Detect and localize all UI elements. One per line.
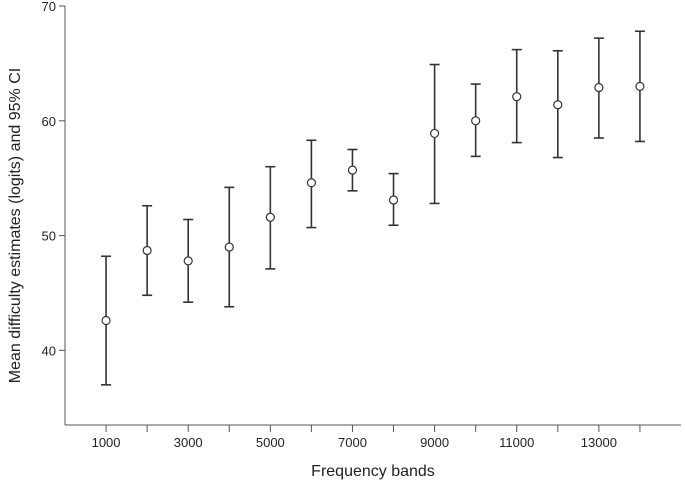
x-axis-title: Frequency bands xyxy=(311,463,435,480)
ticks: 40 50 60 70 1000 3000 5000 7000 9000 11000 13000 xyxy=(42,0,641,450)
x-tick-label: 7000 xyxy=(338,435,367,450)
x-tick-label: 5000 xyxy=(256,435,285,450)
mean-point xyxy=(594,82,604,93)
y-tick-label: 70 xyxy=(42,0,56,14)
mean-point xyxy=(265,212,275,222)
x-tick-label: 3000 xyxy=(174,435,203,450)
mean-point xyxy=(306,178,316,188)
mean-point xyxy=(430,128,440,139)
x-tick-label: 13000 xyxy=(581,435,617,450)
mean-point xyxy=(101,315,111,326)
mean-point xyxy=(635,81,645,91)
y-tick-label: 60 xyxy=(42,114,56,129)
y-tick-label: 40 xyxy=(42,343,56,358)
x-tick-label: 9000 xyxy=(420,435,449,450)
mean-point xyxy=(142,245,152,256)
x-tick-label: 11000 xyxy=(499,435,534,450)
mean-point xyxy=(224,242,234,252)
mean-point xyxy=(471,116,481,126)
mean-point xyxy=(553,100,563,110)
mean-markers xyxy=(101,81,645,326)
y-axis-title: Mean difficulty estimates (logits) and 9… xyxy=(7,68,24,383)
mean-point xyxy=(183,256,193,266)
mean-point xyxy=(347,165,358,175)
mean-point xyxy=(512,92,522,102)
axes xyxy=(64,6,681,426)
y-tick-label: 50 xyxy=(42,229,56,244)
mean-point xyxy=(388,195,399,205)
x-tick-label: 1000 xyxy=(92,435,121,450)
error-bars xyxy=(101,30,645,386)
